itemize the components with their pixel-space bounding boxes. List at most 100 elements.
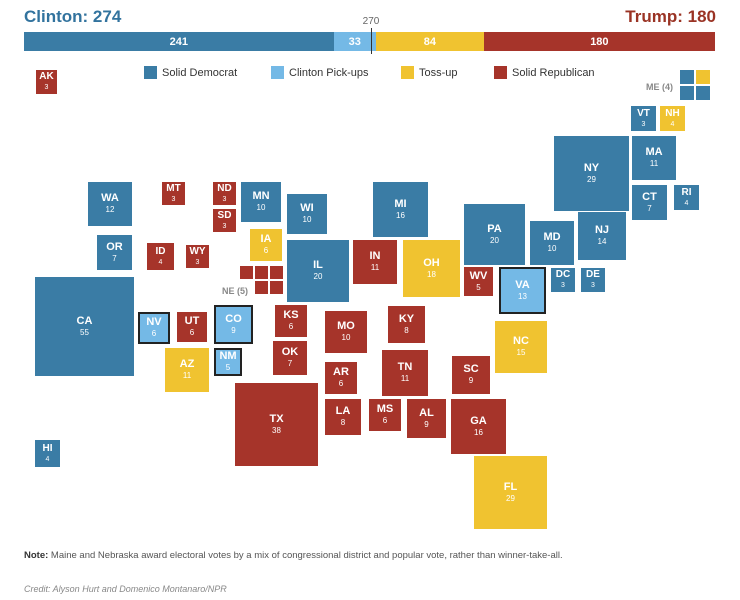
state-ri: RI 4 xyxy=(674,185,699,210)
state-electoral-votes: 29 xyxy=(587,174,596,184)
state-abbr: NH xyxy=(665,107,680,119)
state-abbr: VT xyxy=(637,107,650,119)
state-wy: WY 3 xyxy=(186,245,209,268)
state-ms: MS 6 xyxy=(369,399,401,431)
nebraska-district-5 xyxy=(270,281,283,294)
state-electoral-votes: 13 xyxy=(518,291,527,301)
state-sc: SC 9 xyxy=(452,356,490,394)
state-electoral-votes: 9 xyxy=(468,376,474,385)
threshold-label: 270 xyxy=(362,16,380,27)
state-electoral-votes: 55 xyxy=(80,327,89,337)
state-abbr: MN xyxy=(252,190,270,202)
state-abbr: GA xyxy=(470,414,487,427)
nebraska-district-2 xyxy=(255,266,268,279)
state-electoral-votes: 3 xyxy=(44,84,49,91)
state-electoral-votes: 10 xyxy=(256,203,266,212)
state-abbr: CO xyxy=(225,312,242,325)
state-il: IL 20 xyxy=(287,240,349,302)
state-abbr: MI xyxy=(394,197,407,210)
legend-swatch xyxy=(271,66,284,79)
state-nh: NH 4 xyxy=(660,106,685,131)
state-pa: PA 20 xyxy=(464,204,525,265)
threshold-line xyxy=(371,28,372,54)
bar-segment-solid-republican: 180 xyxy=(483,32,715,51)
state-abbr: AK xyxy=(39,71,54,82)
state-fl: FL 29 xyxy=(474,456,547,529)
state-electoral-votes: 4 xyxy=(670,120,675,128)
state-abbr: AL xyxy=(419,406,434,419)
state-electoral-votes: 4 xyxy=(45,455,50,463)
state-abbr: ID xyxy=(155,245,166,257)
state-electoral-votes: 7 xyxy=(112,253,117,263)
state-ia: IA 6 xyxy=(250,229,282,261)
state-va: VA 13 xyxy=(499,267,546,314)
state-electoral-votes: 3 xyxy=(561,282,565,289)
bar-segment-toss-up: 84 xyxy=(375,32,484,51)
state-oh: OH 18 xyxy=(403,240,460,297)
state-abbr: IA xyxy=(260,233,272,245)
nebraska-district-1 xyxy=(240,266,253,279)
state-abbr: TX xyxy=(269,412,284,425)
state-abbr: SD xyxy=(217,209,232,221)
state-ut: UT 6 xyxy=(177,312,207,342)
state-abbr: MD xyxy=(543,231,561,243)
state-abbr: CT xyxy=(642,190,657,203)
state-in: IN 11 xyxy=(353,240,397,284)
state-abbr: DC xyxy=(555,269,571,280)
state-electoral-votes: 38 xyxy=(272,425,281,435)
state-electoral-votes: 18 xyxy=(427,269,436,279)
state-electoral-votes: 6 xyxy=(151,329,157,338)
state-electoral-votes: 9 xyxy=(231,325,236,335)
state-ca: CA 55 xyxy=(35,277,134,376)
state-abbr: VA xyxy=(515,278,530,291)
nebraska-label: NE (5) xyxy=(222,286,249,296)
state-abbr: OK xyxy=(281,346,299,358)
state-electoral-votes: 3 xyxy=(222,222,227,230)
state-abbr: NC xyxy=(513,335,529,347)
state-electoral-votes: 3 xyxy=(641,120,646,128)
legend-item-toss-up: Toss-up xyxy=(401,66,458,79)
state-wv: WV 5 xyxy=(464,267,493,296)
state-abbr: SC xyxy=(463,363,479,375)
state-wi: WI 10 xyxy=(287,194,327,234)
state-mo: MO 10 xyxy=(325,311,367,353)
state-ks: KS 6 xyxy=(275,305,307,337)
state-electoral-votes: 6 xyxy=(288,322,294,331)
state-mn: MN 10 xyxy=(241,182,281,222)
state-electoral-votes: 29 xyxy=(506,493,515,503)
state-abbr: TN xyxy=(397,361,413,373)
state-abbr: FL xyxy=(503,480,518,493)
state-abbr: WY xyxy=(189,245,206,257)
state-electoral-votes: 6 xyxy=(382,416,388,425)
state-electoral-votes: 11 xyxy=(370,263,380,272)
state-hi: HI 4 xyxy=(35,440,60,467)
footnote: Note: Maine and Nebraska award electoral… xyxy=(24,550,563,561)
state-abbr: PA xyxy=(487,222,502,235)
state-nv: NV 6 xyxy=(138,312,170,344)
state-electoral-votes: 8 xyxy=(404,325,409,335)
state-electoral-votes: 9 xyxy=(424,419,429,429)
state-nc: NC 15 xyxy=(495,321,547,373)
state-co: CO 9 xyxy=(214,305,253,344)
state-abbr: RI xyxy=(681,186,692,198)
state-wa: WA 12 xyxy=(88,182,132,226)
state-electoral-votes: 6 xyxy=(338,379,344,388)
state-abbr: NJ xyxy=(594,224,610,236)
state-electoral-votes: 3 xyxy=(195,258,200,266)
state-electoral-votes: 3 xyxy=(171,195,176,203)
state-electoral-votes: 6 xyxy=(189,328,195,337)
nebraska-district-4 xyxy=(255,281,268,294)
state-nd: ND 3 xyxy=(213,182,236,205)
cartogram-map: AK 3 HI 4 WA 12 OR 7 CA 55 MT 3 ID 4 WY 3 NV 6 UT 6 AZ 11 ND 3 S… xyxy=(35,70,710,529)
state-electoral-votes: 7 xyxy=(647,203,652,213)
state-la: LA 8 xyxy=(325,399,361,435)
legend-item-clinton-pickups: Clinton Pick-ups xyxy=(271,66,368,79)
bar-segment-clinton-pickups: 33 xyxy=(333,32,376,51)
state-abbr: MS xyxy=(376,403,394,415)
clinton-total: Clinton: 274 xyxy=(24,7,122,26)
state-electoral-votes: 16 xyxy=(396,210,405,220)
state-abbr: ND xyxy=(217,182,232,194)
state-abbr: MO xyxy=(337,320,355,332)
state-ga: GA 16 xyxy=(451,399,506,454)
state-electoral-votes: 10 xyxy=(341,333,351,342)
